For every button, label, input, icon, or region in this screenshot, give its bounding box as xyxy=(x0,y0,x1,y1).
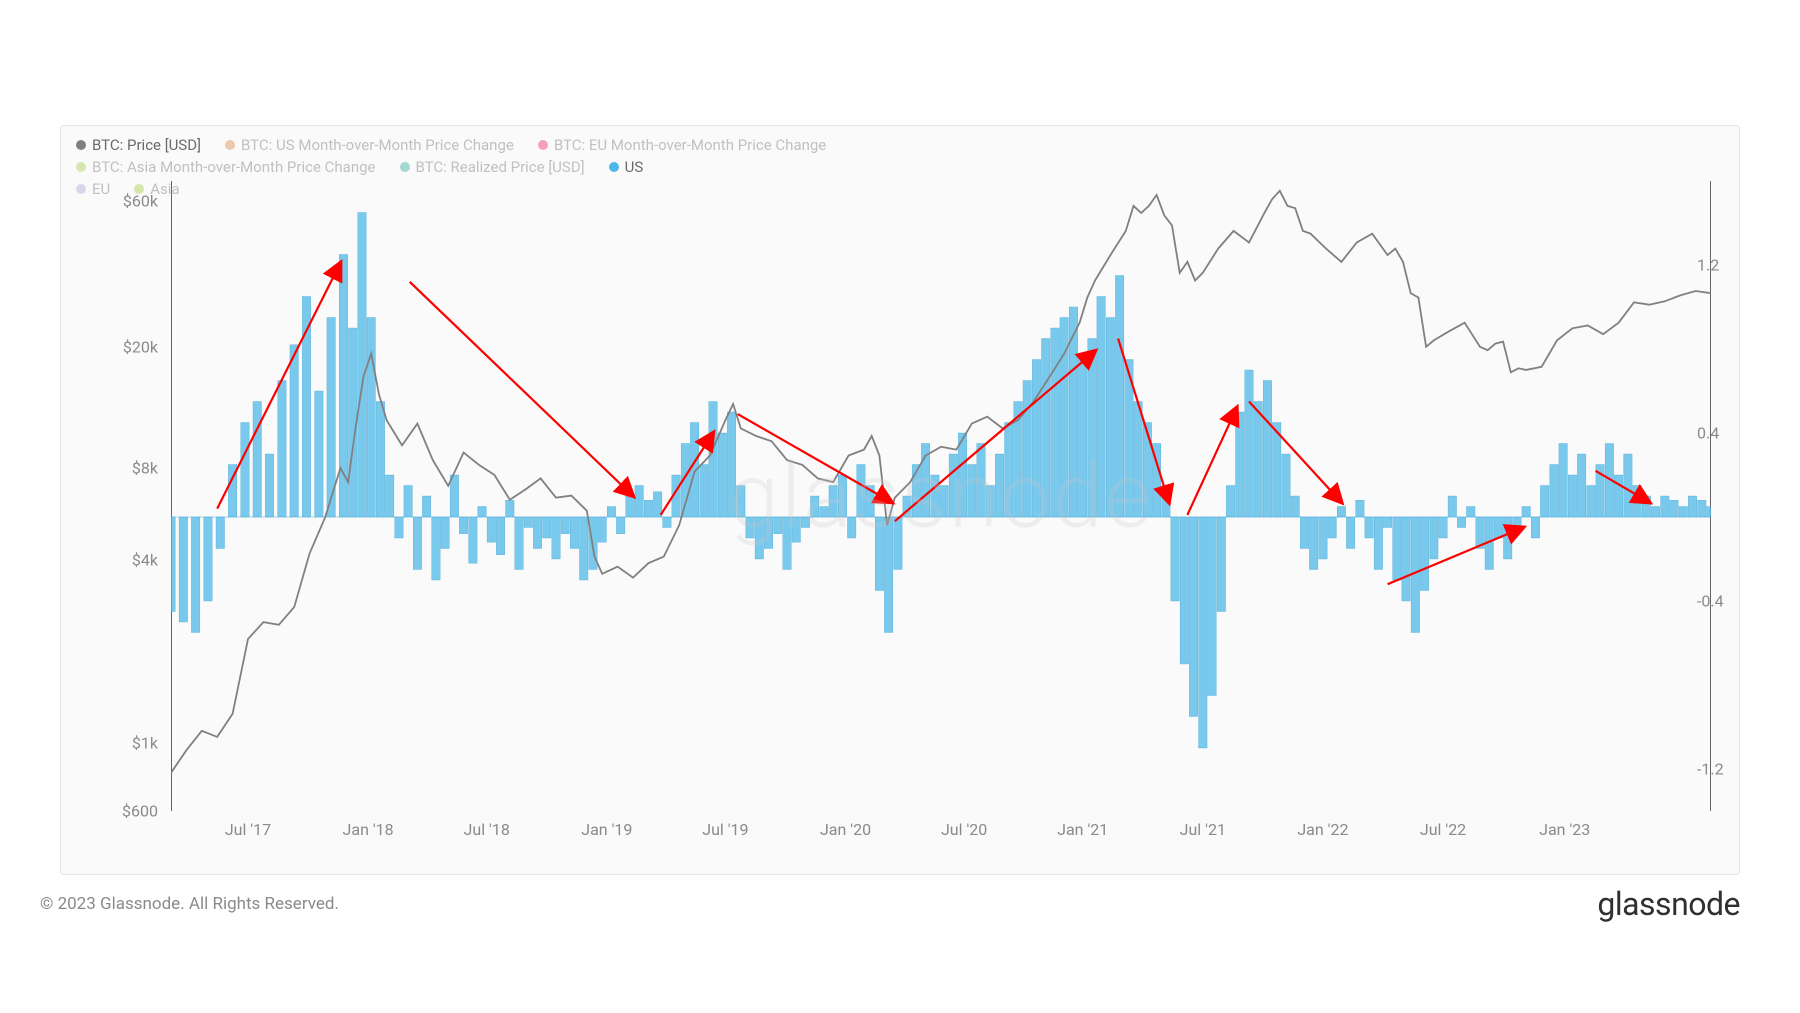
legend-label: BTC: Realized Price [USD] xyxy=(416,156,585,178)
x-tick: Jan '18 xyxy=(343,820,394,839)
y-left-tick: $600 xyxy=(122,802,158,821)
legend-item[interactable]: US xyxy=(609,156,644,178)
x-tick: Jul '17 xyxy=(225,820,271,839)
x-tick: Jan '21 xyxy=(1057,820,1108,839)
y-left-tick: $60k xyxy=(123,192,158,211)
legend-label: US xyxy=(625,156,644,178)
legend-label: BTC: US Month-over-Month Price Change xyxy=(241,134,514,156)
chart-svg xyxy=(171,181,1711,811)
plot-area: glassnode xyxy=(171,181,1711,811)
legend-row-1: BTC: Price [USD] BTC: US Month-over-Month… xyxy=(76,134,1724,156)
legend-item[interactable]: BTC: EU Month-over-Month Price Change xyxy=(538,134,826,156)
x-tick: Jan '22 xyxy=(1297,820,1348,839)
legend-dot-icon xyxy=(609,162,619,172)
legend-dot-icon xyxy=(76,140,86,150)
brand-logo: glassnode xyxy=(1597,885,1740,923)
legend-item[interactable]: BTC: Realized Price [USD] xyxy=(400,156,585,178)
legend-row-2: BTC: Asia Month-over-Month Price Change B… xyxy=(76,156,1724,178)
x-tick: Jul '22 xyxy=(1420,820,1466,839)
x-tick: Jul '19 xyxy=(702,820,748,839)
y-left-tick: $1k xyxy=(132,734,158,753)
legend-label: BTC: Price [USD] xyxy=(92,134,201,156)
legend-dot-icon xyxy=(400,162,410,172)
legend-dot-icon xyxy=(538,140,548,150)
y-left-tick: $4k xyxy=(132,550,158,569)
x-tick: Jan '19 xyxy=(581,820,632,839)
y-left-tick: $8k xyxy=(132,459,158,478)
y-left-tick: $20k xyxy=(123,337,158,356)
footer: © 2023 Glassnode. All Rights Reserved. g… xyxy=(40,885,1740,923)
x-tick: Jan '23 xyxy=(1539,820,1590,839)
legend-dot-icon xyxy=(225,140,235,150)
copyright-text: © 2023 Glassnode. All Rights Reserved. xyxy=(40,894,339,914)
legend-item[interactable]: BTC: Price [USD] xyxy=(76,134,201,156)
x-axis: Jul '17 Jan '18 Jul '18 Jan '19 Jul '19 Jan '… xyxy=(171,816,1711,846)
legend-dot-icon xyxy=(76,162,86,172)
y-axis-left: $600$1k$4k$8k$20k$60k xyxy=(61,181,166,811)
x-tick: Jul '21 xyxy=(1180,820,1226,839)
chart-container: BTC: Price [USD] BTC: US Month-over-Month… xyxy=(60,125,1740,875)
x-tick: Jan '20 xyxy=(820,820,871,839)
legend-label: BTC: Asia Month-over-Month Price Change xyxy=(92,156,376,178)
x-tick: Jul '20 xyxy=(941,820,987,839)
legend-label: BTC: EU Month-over-Month Price Change xyxy=(554,134,826,156)
x-tick: Jul '18 xyxy=(464,820,510,839)
legend-item[interactable]: BTC: Asia Month-over-Month Price Change xyxy=(76,156,376,178)
legend-item[interactable]: BTC: US Month-over-Month Price Change xyxy=(225,134,514,156)
